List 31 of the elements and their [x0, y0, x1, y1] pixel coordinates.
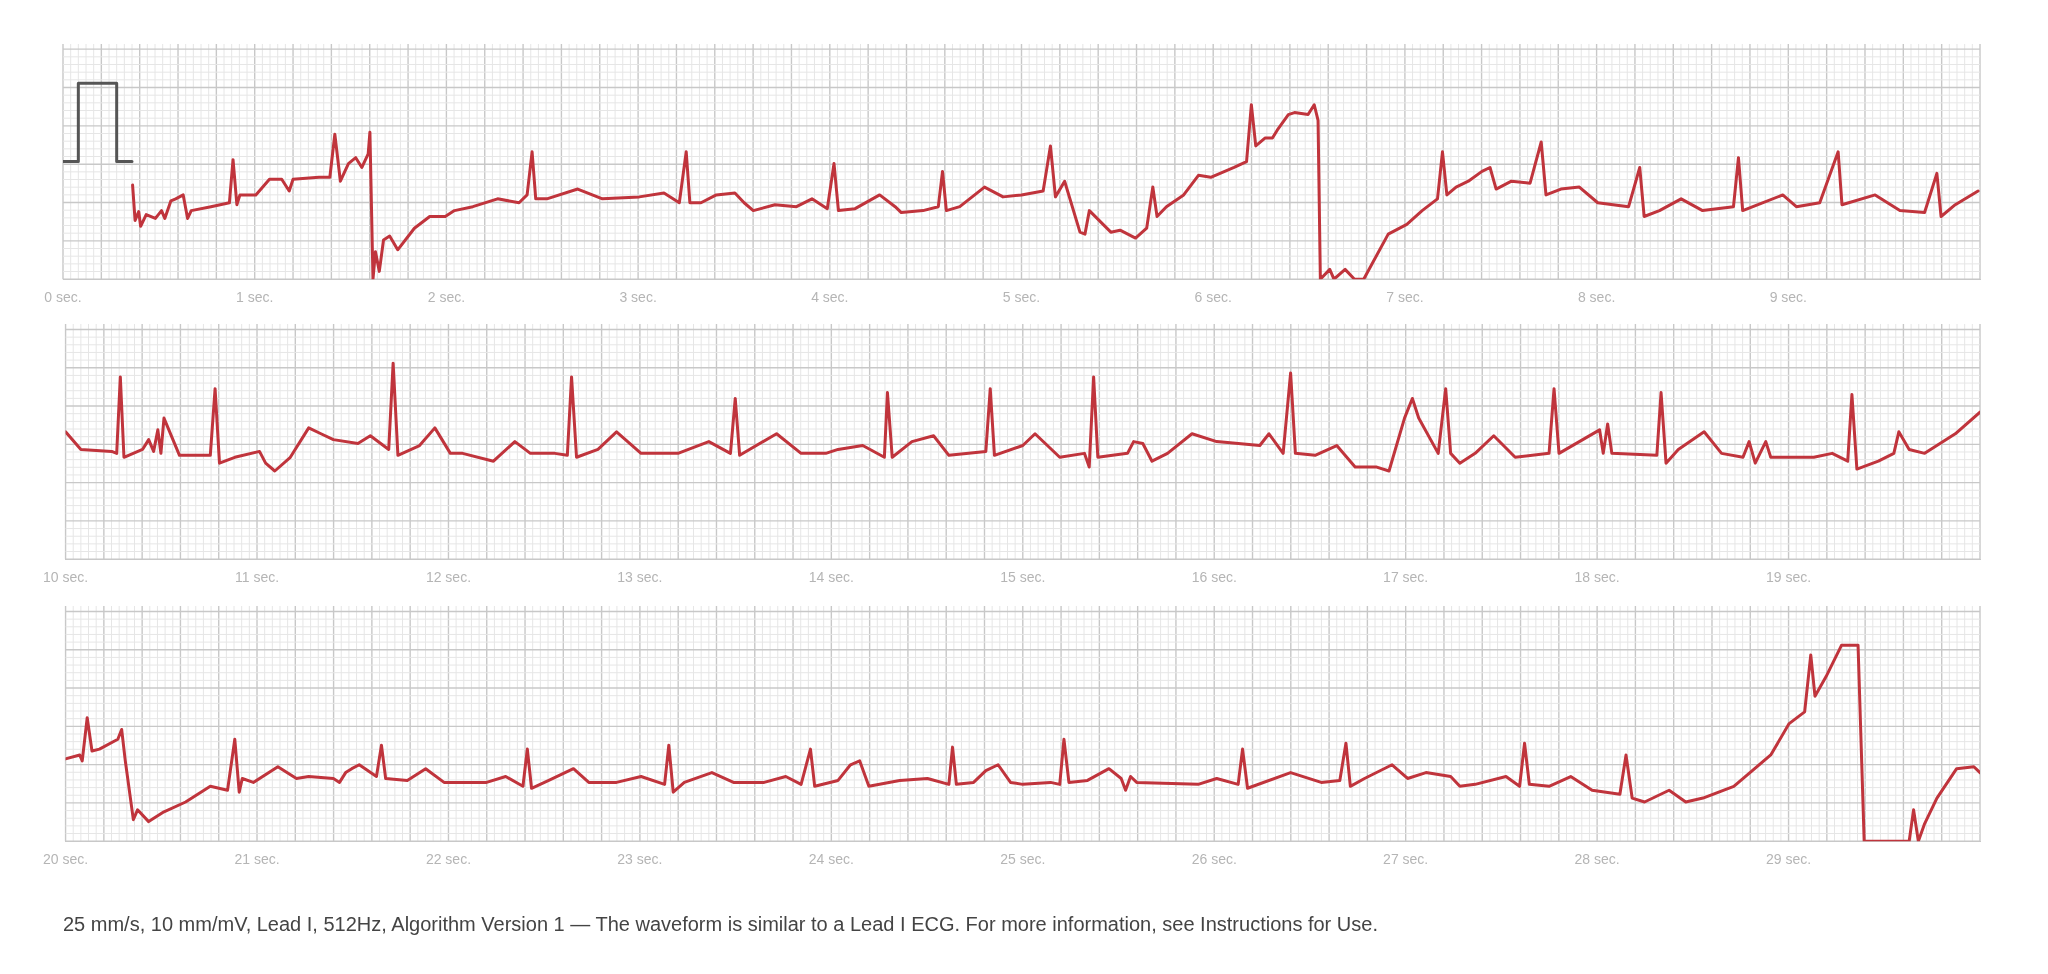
x-tick-label: 4 sec. — [811, 289, 849, 306]
x-tick-label: 2 sec. — [427, 289, 466, 306]
x-tick-label: 12 sec. — [425, 569, 472, 586]
x-tick-label: 22 sec. — [425, 851, 472, 868]
x-tick-label: 28 sec. — [1574, 851, 1620, 868]
x-tick-label: 20 sec. — [43, 851, 89, 868]
x-tick-label: 6 sec. — [1194, 289, 1232, 306]
x-tick-label: 29 sec. — [1765, 851, 1812, 868]
x-tick-label: 7 sec. — [1386, 289, 1424, 306]
x-tick-label: 0 sec. — [44, 289, 82, 306]
x-tick-label: 18 sec. — [1574, 569, 1620, 586]
x-tick-label: 25 sec. — [1000, 851, 1046, 868]
x-tick-label: 26 sec. — [1191, 851, 1237, 868]
x-tick-label: 19 sec. — [1765, 569, 1812, 586]
x-tick-label: 10 sec. — [43, 569, 89, 586]
x-tick-label: 17 sec. — [1383, 569, 1429, 586]
x-tick-label: 16 sec. — [1191, 569, 1237, 586]
x-tick-label: 14 sec. — [808, 569, 854, 586]
x-tick-label: 1 sec. — [236, 289, 274, 306]
x-tick-label: 15 sec. — [1000, 569, 1046, 586]
x-tick-label: 5 sec. — [1002, 289, 1041, 306]
x-tick-label: 11 sec. — [234, 569, 280, 586]
x-tick-label: 3 sec. — [619, 289, 657, 306]
x-tick-label: 13 sec. — [617, 569, 663, 586]
x-tick-label: 8 sec. — [1577, 289, 1616, 306]
x-tick-label: 24 sec. — [808, 851, 854, 868]
x-tick-label: 23 sec. — [617, 851, 663, 868]
x-tick-label: 21 sec. — [234, 851, 280, 868]
text: 25 mm/s, 10 mm/mV, Lead I, 512Hz, Algorithm Version 1 — The waveform is similar to a Lead I ECG. For more information, see Instructions for Use. — [63, 912, 1379, 936]
x-tick-label: 27 sec. — [1383, 851, 1429, 868]
x-tick-label: 9 sec. — [1769, 289, 1807, 306]
